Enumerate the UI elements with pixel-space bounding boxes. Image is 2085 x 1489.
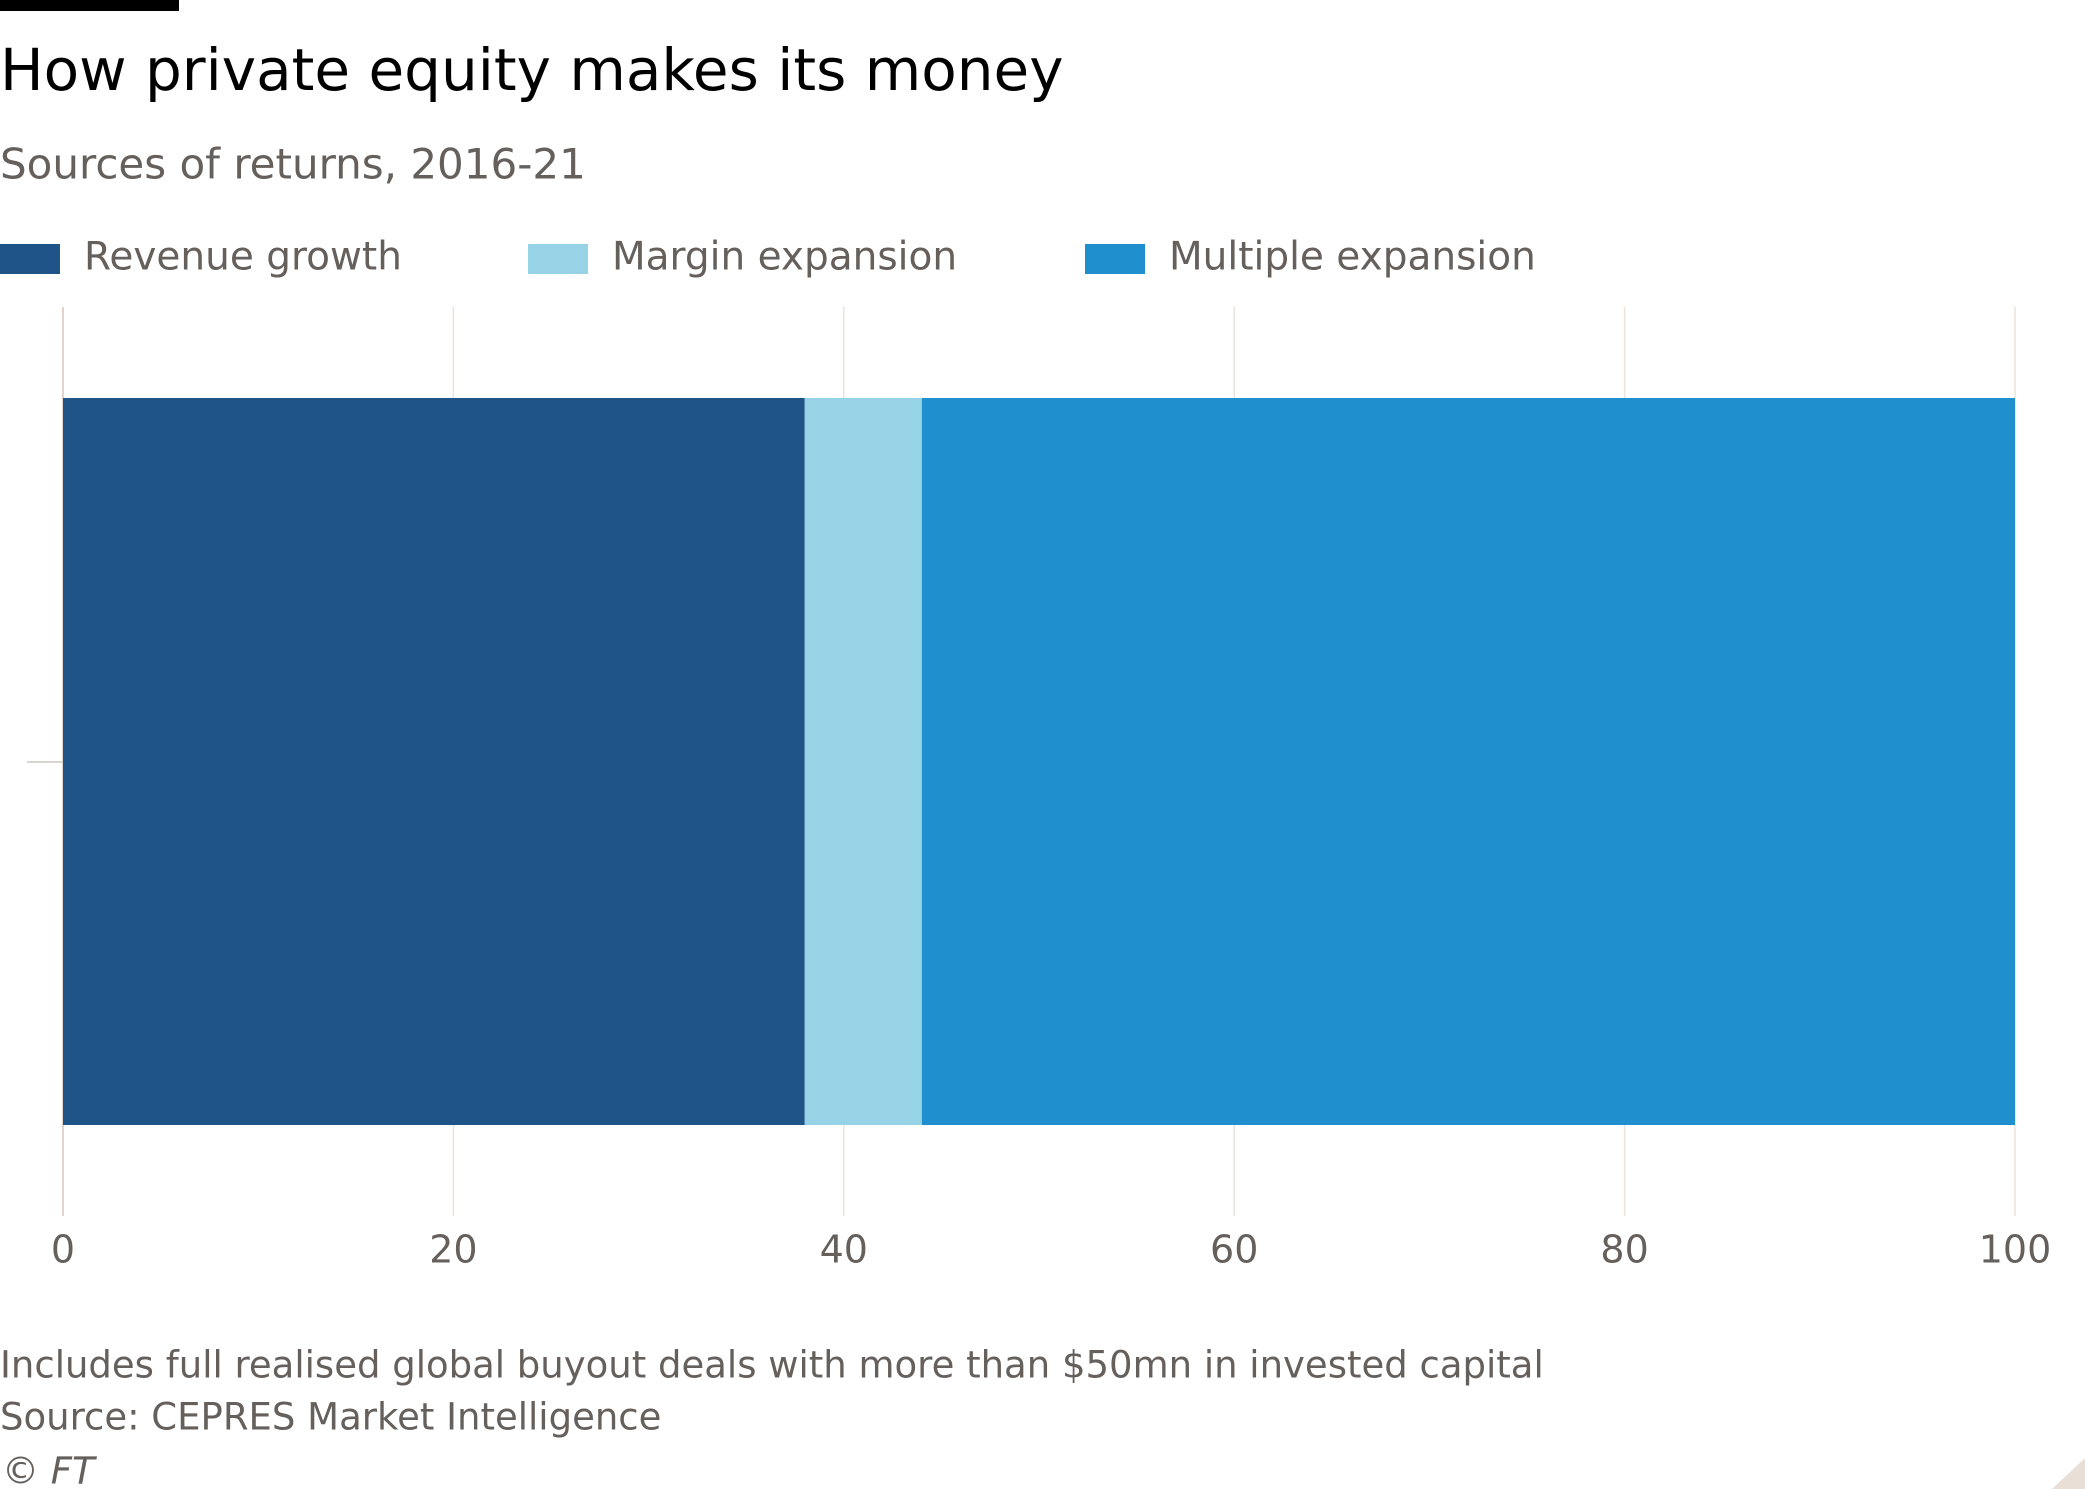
top-bar: [0, 0, 179, 11]
x-tick-label: 40: [820, 1228, 868, 1272]
credit: © FT: [2, 1450, 97, 1489]
legend-label: Revenue growth: [84, 235, 402, 280]
legend-swatch: [1085, 244, 1145, 274]
source: Source: CEPRES Market Intelligence: [0, 1396, 661, 1439]
legend-label: Margin expansion: [612, 235, 957, 280]
note: Includes full realised global buyout dea…: [0, 1344, 1544, 1387]
x-tick-label: 60: [1210, 1228, 1258, 1272]
legend-swatch: [528, 244, 588, 274]
legend-label: Multiple expansion: [1169, 235, 1536, 280]
x-tick-label: 80: [1600, 1228, 1648, 1272]
x-tick-label: 20: [429, 1228, 477, 1272]
legend-swatch: [0, 244, 60, 274]
chart-subtitle: Sources of returns, 2016-21: [0, 140, 586, 189]
bar-segment: [921, 398, 2015, 1125]
bar-segment: [804, 398, 922, 1125]
chart-title: How private equity makes its money: [0, 36, 1064, 104]
corner-mark: [2052, 1458, 2085, 1489]
bar-segment: [63, 398, 805, 1125]
x-tick-label: 100: [1979, 1228, 2052, 1272]
x-tick-label: 0: [51, 1228, 75, 1272]
